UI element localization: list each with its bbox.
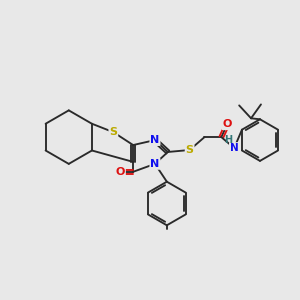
Text: N: N [150,135,160,145]
Text: S: S [186,145,194,155]
Text: N: N [230,143,239,153]
Text: S: S [109,127,117,137]
Text: H: H [224,135,232,145]
Text: O: O [223,119,232,129]
Text: O: O [116,167,125,177]
Text: N: N [150,159,160,169]
